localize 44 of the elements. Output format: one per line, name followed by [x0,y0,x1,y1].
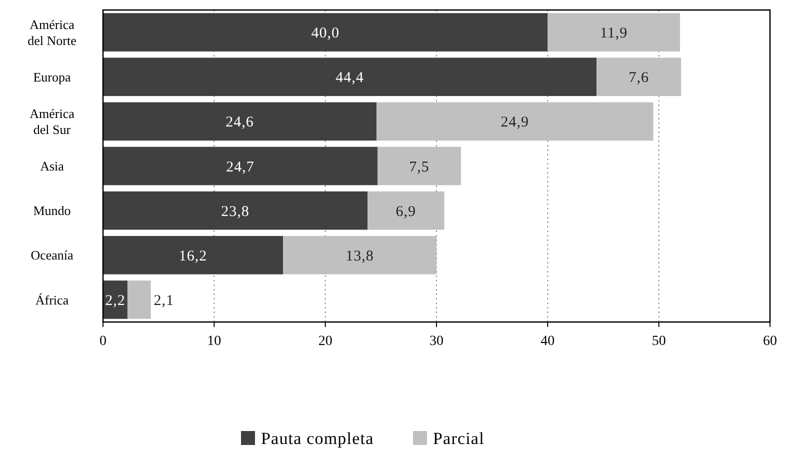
bar [283,236,436,274]
y-tick-label: África [35,292,69,308]
y-tick-label: Europa [33,69,71,84]
data-label: 2,1 [154,292,174,309]
data-label: 11,9 [600,26,628,42]
bar [103,191,368,230]
data-label: 7,5 [409,159,430,176]
x-tick-label: 10 [207,334,222,349]
bar [103,280,128,319]
legend-label: Pauta completa [261,428,374,448]
bar [368,191,444,230]
data-label: 44,4 [336,70,364,86]
x-tick-label: 30 [430,334,444,349]
data-label: 7,6 [628,70,649,86]
bar [376,102,654,141]
bar [103,102,376,141]
data-label: 13,8 [346,248,374,264]
bar [378,146,461,186]
bar [103,13,548,52]
x-tick-label: 20 [318,334,332,349]
data-label: 24,6 [226,114,254,131]
x-tick-label: 0 [100,334,106,349]
data-label: 24,7 [226,159,254,176]
y-tick-label: Mundo [33,203,71,218]
bar [103,146,378,186]
data-label: 23,8 [221,204,250,220]
legend-label: Parcial [433,428,484,448]
x-tick-label: 60 [763,334,777,349]
data-label: 16,2 [178,248,208,264]
x-tick-label: 40 [540,334,555,349]
x-tick-label: 50 [652,334,666,349]
y-tick-label: América del Sur [30,106,75,137]
data-label: 24,9 [500,114,529,131]
y-tick-label: Oceanía [30,248,74,263]
y-tick-label: Asia [40,158,64,174]
bar [127,280,151,319]
data-label: 2,2 [105,292,126,309]
data-label: 6,9 [396,204,416,220]
bar [103,58,597,96]
bar [548,13,680,52]
data-label: 40,0 [311,26,340,42]
bar [103,236,284,274]
bar [596,58,682,96]
y-tick-label: América del Norte [28,16,77,48]
